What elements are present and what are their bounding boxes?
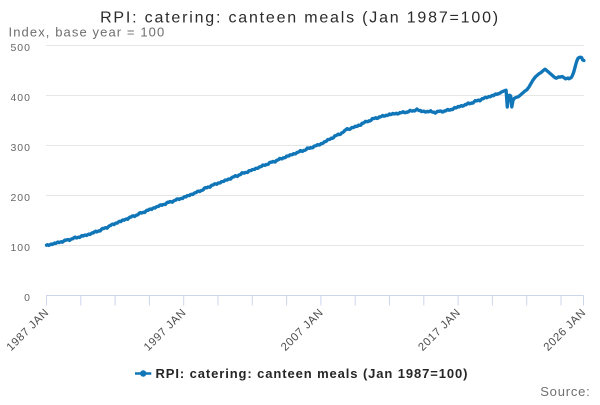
svg-text:Source:: Source: xyxy=(540,384,590,399)
svg-text:100: 100 xyxy=(10,242,31,254)
svg-text:Index, base year = 100: Index, base year = 100 xyxy=(9,24,166,39)
svg-text:RPI: catering: canteen meals (: RPI: catering: canteen meals (Jan 1987=1… xyxy=(100,9,500,26)
svg-text:0: 0 xyxy=(24,292,31,304)
svg-text:RPI: catering: canteen meals (: RPI: catering: canteen meals (Jan 1987=1… xyxy=(156,366,469,381)
svg-text:300: 300 xyxy=(10,142,31,154)
svg-text:400: 400 xyxy=(10,92,31,104)
svg-text:200: 200 xyxy=(10,192,31,204)
svg-text:500: 500 xyxy=(10,42,31,54)
